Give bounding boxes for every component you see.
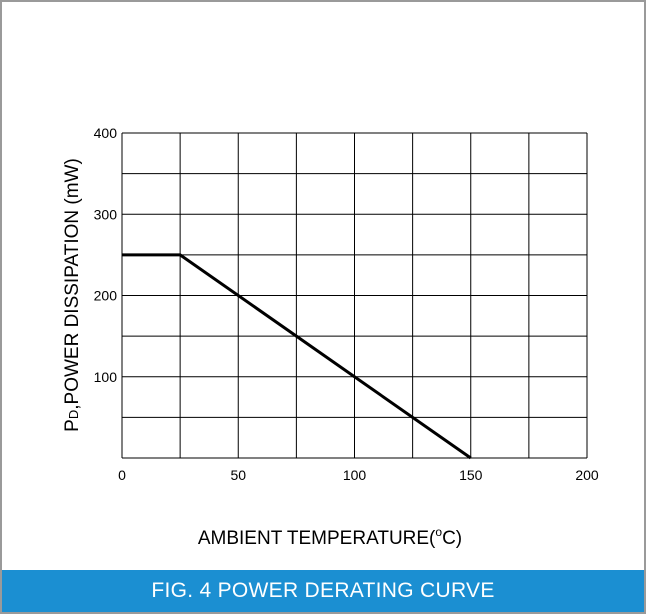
x-tick-label: 0	[118, 467, 126, 483]
grid	[121, 132, 588, 459]
tick-labels: 0 50 100 150 200 100 200 300 400	[94, 125, 599, 483]
derating-curve-line	[122, 253, 472, 460]
y-tick-label: 200	[94, 288, 118, 304]
series-layer	[122, 253, 472, 460]
x-tick-label: 200	[575, 467, 599, 483]
y-axis-label: PD,POWER DISSIPATION (mW)	[62, 158, 83, 432]
x-tick-label: 50	[230, 467, 246, 483]
y-tick-label: 400	[94, 125, 118, 141]
derating-chart: 0 50 100 150 200 100 200 300 400 PD,POWER DISSIP…	[62, 125, 599, 549]
x-tick-label: 150	[459, 467, 483, 483]
y-tick-label: 100	[94, 369, 118, 385]
x-tick-label: 100	[343, 467, 367, 483]
x-axis-label: AMBIENT TEMPERATURE(oC)	[198, 525, 462, 549]
figure-caption: FIG. 4 POWER DERATING CURVE	[2, 570, 644, 612]
y-tick-label: 300	[94, 206, 118, 222]
